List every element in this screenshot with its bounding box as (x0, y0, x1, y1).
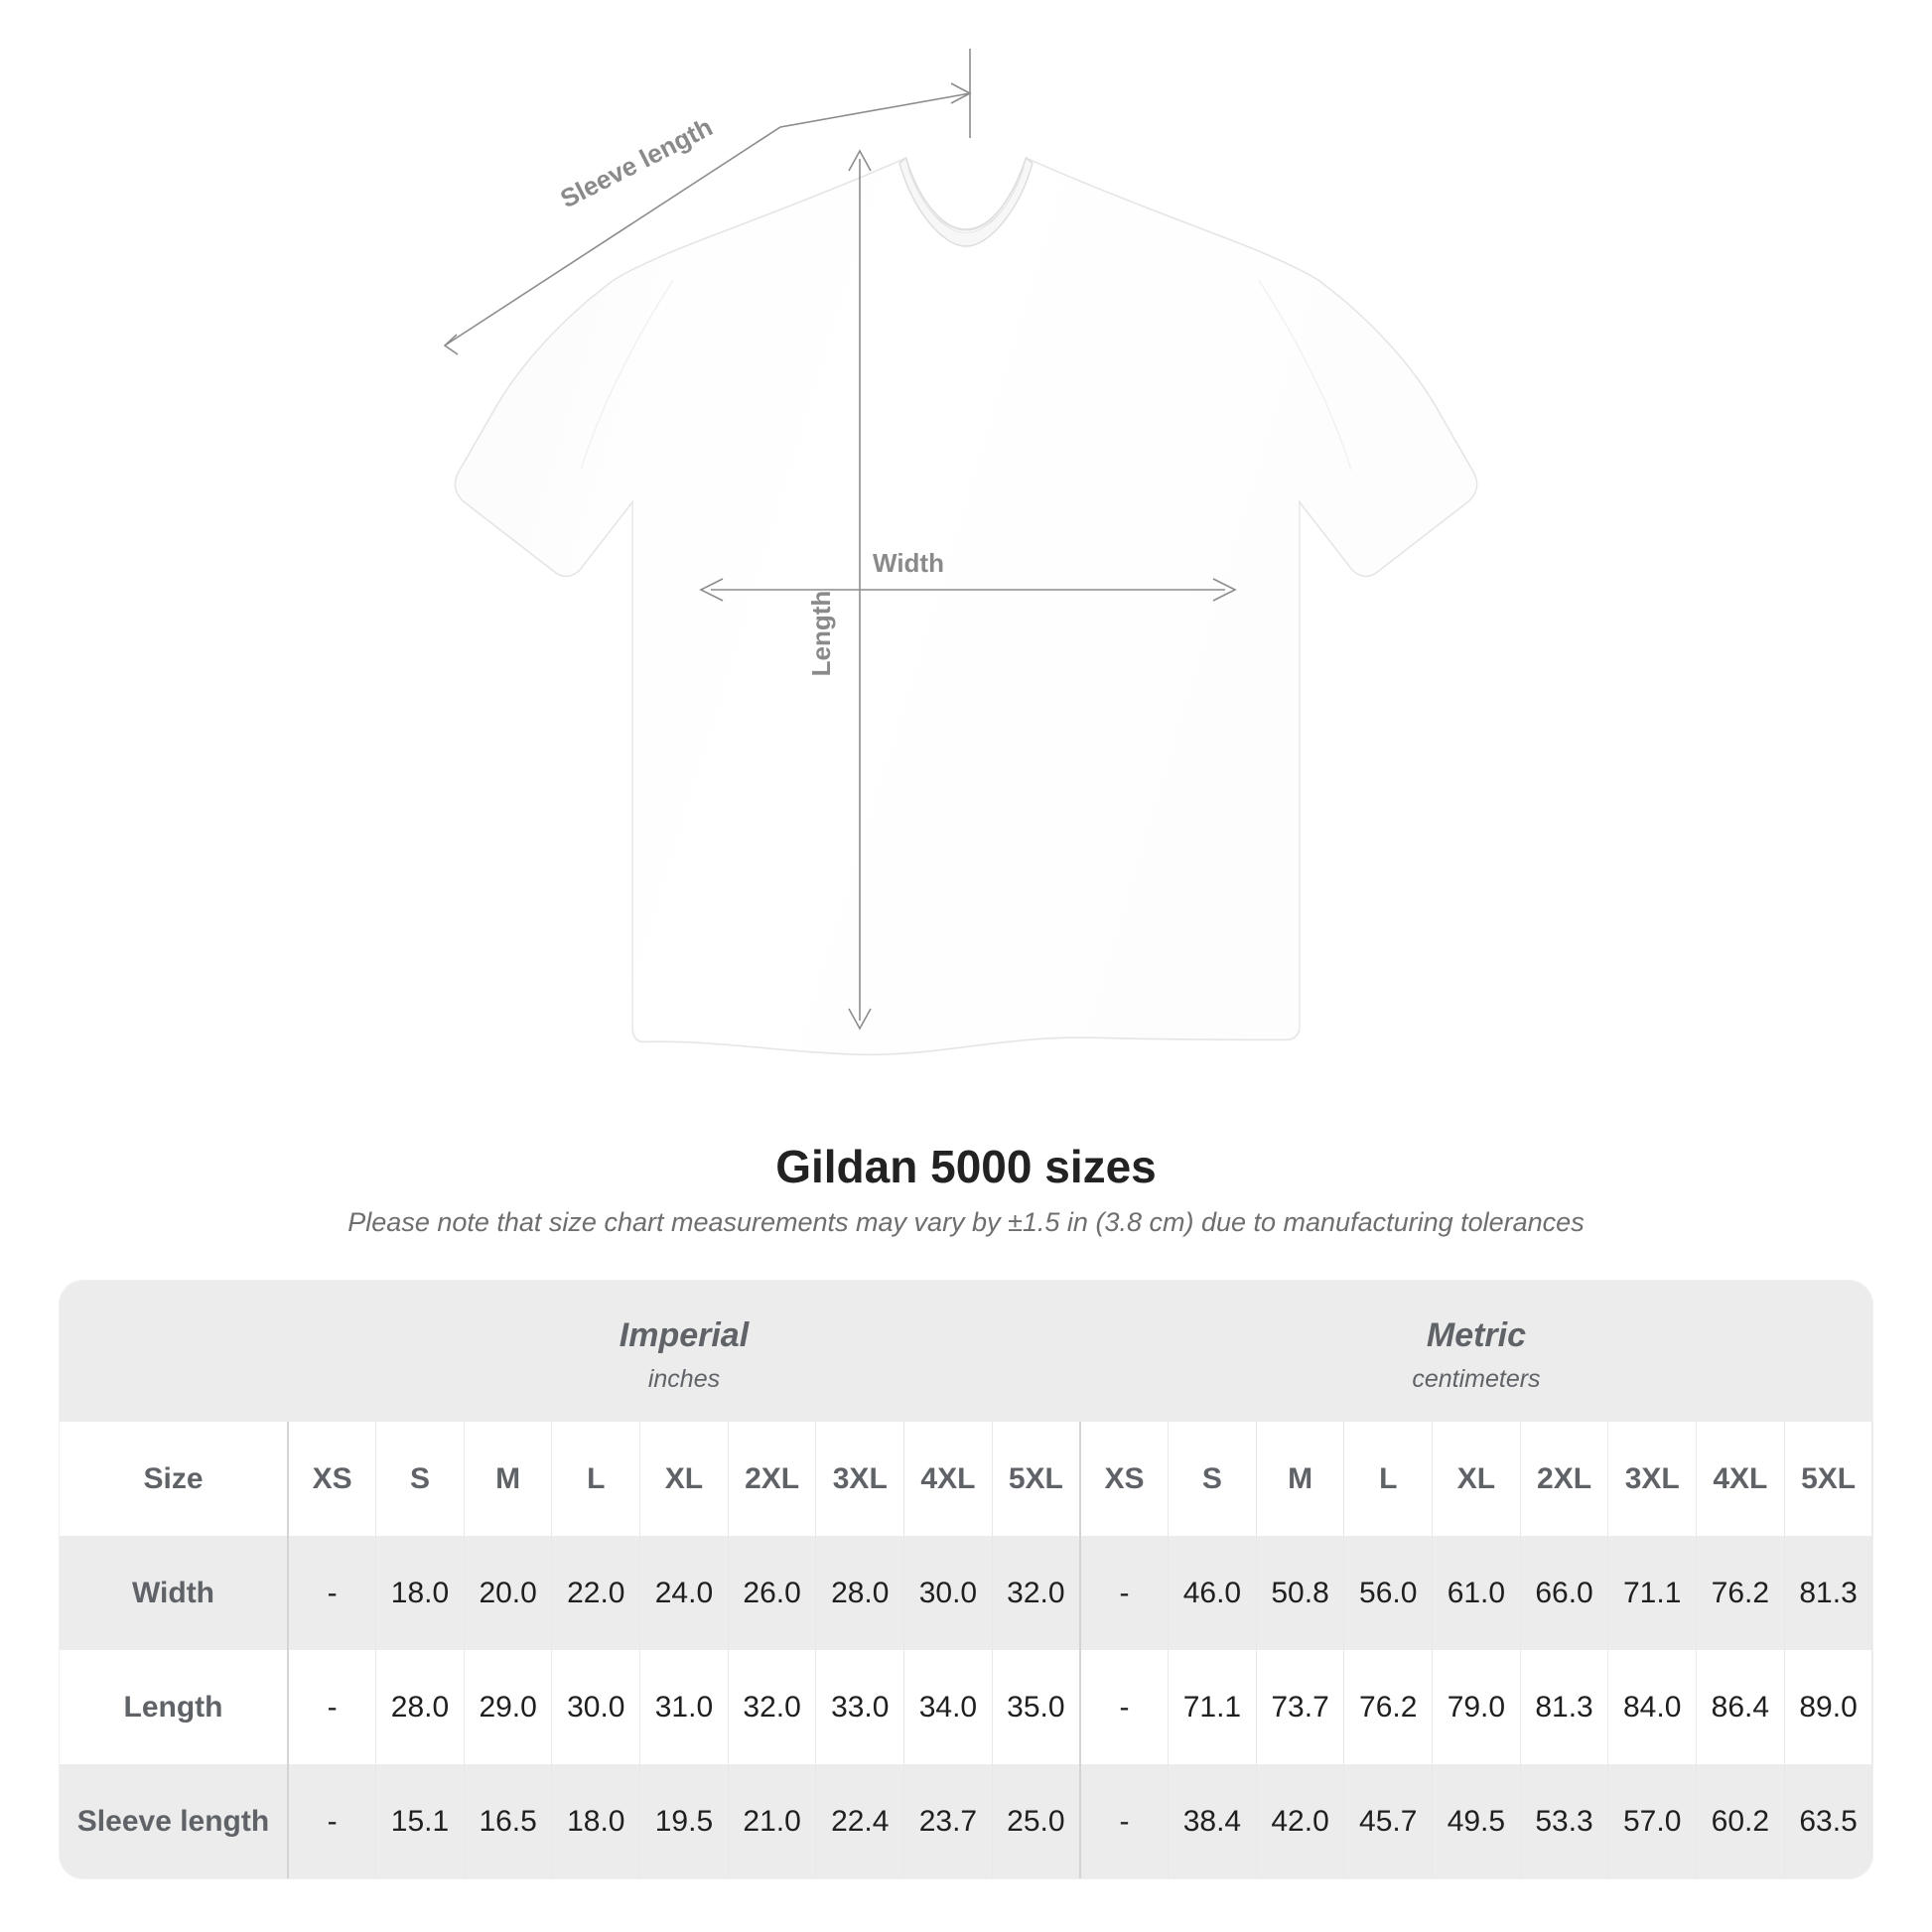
svg-text:Length: Length (806, 591, 836, 677)
svg-text:Sleeve length: Sleeve length (555, 112, 717, 214)
svg-text:Width: Width (873, 548, 944, 578)
